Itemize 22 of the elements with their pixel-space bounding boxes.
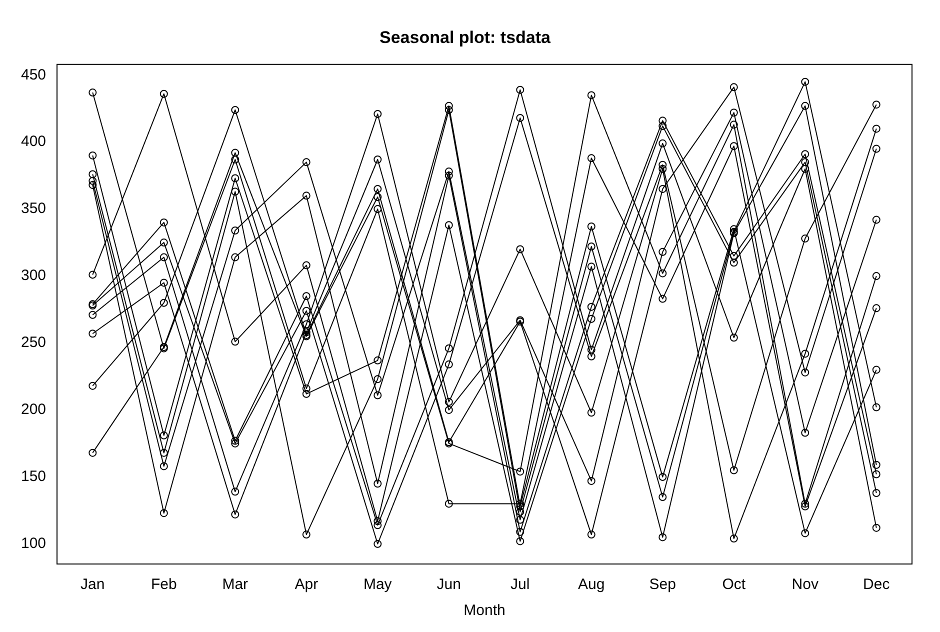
y-tick-label: 350 [20,200,46,218]
x-tick-label: Oct [722,576,746,594]
y-tick-label: 450 [20,66,46,84]
x-axis-title: Month [464,602,506,620]
chart-title: Seasonal plot: tsdata [380,28,552,47]
x-tick-label: Jan [80,576,105,594]
y-tick-label: 150 [20,468,46,486]
x-tick-label: Feb [150,576,177,594]
x-tick-label: Apr [294,576,318,594]
x-tick-label: Mar [222,576,248,594]
y-tick-label: 250 [20,334,46,352]
y-tick-label: 200 [20,401,46,418]
x-tick-label: Jul [510,576,530,594]
x-tick-label: Aug [578,576,605,594]
x-tick-label: Nov [792,576,819,594]
x-tick-label: Dec [863,576,890,594]
y-tick-label: 100 [20,535,46,552]
x-tick-label: Jun [436,576,461,594]
y-tick-label: 300 [20,267,46,284]
y-tick-label: 400 [20,133,46,150]
x-tick-label: May [363,576,392,594]
x-tick-label: Sep [649,576,676,594]
